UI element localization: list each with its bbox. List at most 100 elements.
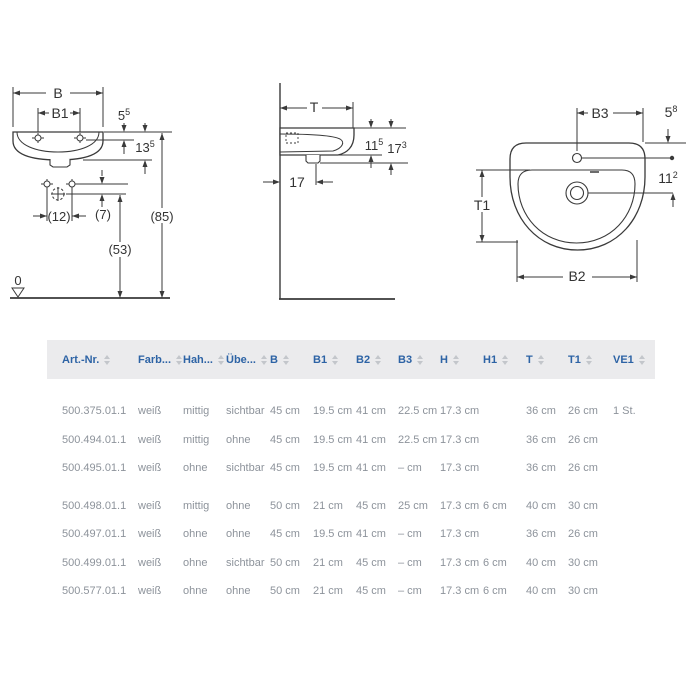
table-cell: 17.3 cm (440, 433, 480, 446)
sort-icon[interactable] (217, 354, 224, 365)
sort-down-caret-icon (585, 360, 592, 365)
dim-label-5-5: 55 (118, 107, 130, 123)
table-cell: 30 cm (568, 556, 598, 569)
table-cell: 17.3 cm (440, 499, 480, 512)
label-mask (146, 208, 179, 223)
column-header-2[interactable]: Hah... (175, 354, 224, 366)
column-header-8[interactable]: H (432, 354, 475, 366)
table-cell: 36 cm (526, 405, 556, 418)
column-header-label: H1 (483, 353, 498, 366)
column-header-9[interactable]: H1 (475, 354, 518, 366)
table-cell: 41 cm (356, 462, 386, 475)
column-header-4[interactable]: B (262, 354, 305, 366)
table-cell: 50 cm (270, 556, 300, 569)
sort-icon[interactable] (282, 354, 289, 365)
drain-hole (565, 181, 589, 205)
column-header-5[interactable]: B1 (305, 354, 348, 366)
sort-icon[interactable] (260, 354, 267, 365)
dim-label-85: (85) (150, 209, 173, 224)
column-header-label: H (440, 353, 448, 366)
table-cell: ohne (183, 528, 208, 541)
article-number-cell: 500.494.01.1 (62, 433, 127, 446)
sort-up-caret-icon (176, 354, 183, 359)
column-header-label: VE1 (613, 353, 634, 366)
side-dimension-labels: T 115 173 17 (289, 99, 407, 190)
sort-icon[interactable] (452, 354, 459, 365)
table-cell: 45 cm (356, 585, 386, 598)
table-cell: 6 cm (483, 499, 507, 512)
sort-icon[interactable] (176, 354, 183, 365)
table-cell: weiß (138, 556, 162, 569)
article-number-cell: 500.577.01.1 (62, 585, 127, 598)
table-cell: 17.3 cm (440, 528, 480, 541)
table-cell: weiß (138, 462, 162, 475)
sort-icon[interactable] (375, 354, 382, 365)
sort-up-caret-icon (452, 354, 459, 359)
table-cell: 40 cm (526, 499, 556, 512)
column-header-1[interactable]: Farb... (130, 354, 183, 366)
table-cell: 17.3 cm (440, 585, 480, 598)
sort-icon[interactable] (104, 354, 111, 365)
table-cell: 30 cm (568, 585, 598, 598)
sort-down-caret-icon (452, 360, 459, 365)
sort-icon[interactable] (417, 354, 424, 365)
sort-icon[interactable] (585, 354, 592, 365)
table-cell: 6 cm (483, 556, 507, 569)
sort-down-caret-icon (537, 360, 544, 365)
table-cell: sichtbar (226, 462, 265, 475)
side-view-diagram: T 115 173 17 (263, 83, 408, 300)
table-row: 500.375.01.1 weiß mittig sichtbar 45 cm 19.5 … (47, 397, 655, 426)
sort-up-caret-icon (104, 354, 111, 359)
table-cell: 50 cm (270, 499, 300, 512)
column-header-10[interactable]: T (518, 354, 560, 366)
sort-icon[interactable] (638, 354, 645, 365)
table-cell: 41 cm (356, 433, 386, 446)
dim-label-11-2: 112 (658, 170, 678, 186)
sort-up-caret-icon (332, 354, 339, 359)
spec-table: Art.-Nr. Farb... Hah... Übe... B B1 B2 B3 H H1 T T1… (47, 340, 655, 606)
column-header-11[interactable]: T1 (560, 354, 605, 366)
table-cell: 19.5 cm (313, 528, 353, 541)
table-cell: 36 cm (526, 528, 556, 541)
sort-icon[interactable] (332, 354, 339, 365)
sort-down-caret-icon (260, 360, 267, 365)
table-cell: – cm (398, 462, 422, 475)
table-cell: weiß (138, 405, 162, 418)
sort-icon[interactable] (502, 354, 509, 365)
table-cell: 25 cm (398, 499, 428, 512)
sort-down-caret-icon (282, 360, 289, 365)
column-header-12[interactable]: VE1 (605, 354, 655, 366)
table-cell: ohne (183, 585, 208, 598)
column-header-label: T (526, 353, 533, 366)
dim-label-13-5: 135 (135, 139, 154, 155)
column-header-label: B1 (313, 353, 328, 366)
column-header-7[interactable]: B3 (390, 354, 432, 366)
column-header-3[interactable]: Übe... (218, 354, 267, 366)
table-cell: 17.3 cm (440, 462, 480, 475)
column-header-label: B2 (356, 353, 371, 366)
dim-label-5-8: 58 (665, 104, 678, 120)
table-cell: 19.5 cm (313, 405, 353, 418)
sort-down-caret-icon (176, 360, 183, 365)
sort-up-caret-icon (260, 354, 267, 359)
tap-hole (571, 152, 583, 164)
sort-down-caret-icon (375, 360, 382, 365)
basin-front-outline (12, 131, 104, 168)
sort-up-caret-icon (502, 354, 509, 359)
table-cell: weiß (138, 585, 162, 598)
sort-down-caret-icon (502, 360, 509, 365)
sort-down-caret-icon (417, 360, 424, 365)
column-header-0[interactable]: Art.-Nr. (47, 354, 130, 366)
datum-zero-label: 0 (14, 273, 21, 288)
table-row: 500.577.01.1 weiß ohne ohne 50 cm 21 cm 45 cm –… (47, 577, 655, 606)
fixing-hole-symbols (32, 133, 86, 201)
sort-icon[interactable] (537, 354, 544, 365)
table-cell: 40 cm (526, 556, 556, 569)
table-cell: ohne (226, 528, 251, 541)
table-cell: 30 cm (568, 499, 598, 512)
top-view-diagram: B3 58 112 T1 B2 (469, 104, 686, 284)
table-cell: 22.5 cm (398, 405, 438, 418)
table-cell: ohne (226, 585, 251, 598)
column-header-6[interactable]: B2 (348, 354, 390, 366)
article-number-cell: 500.498.01.1 (62, 499, 127, 512)
